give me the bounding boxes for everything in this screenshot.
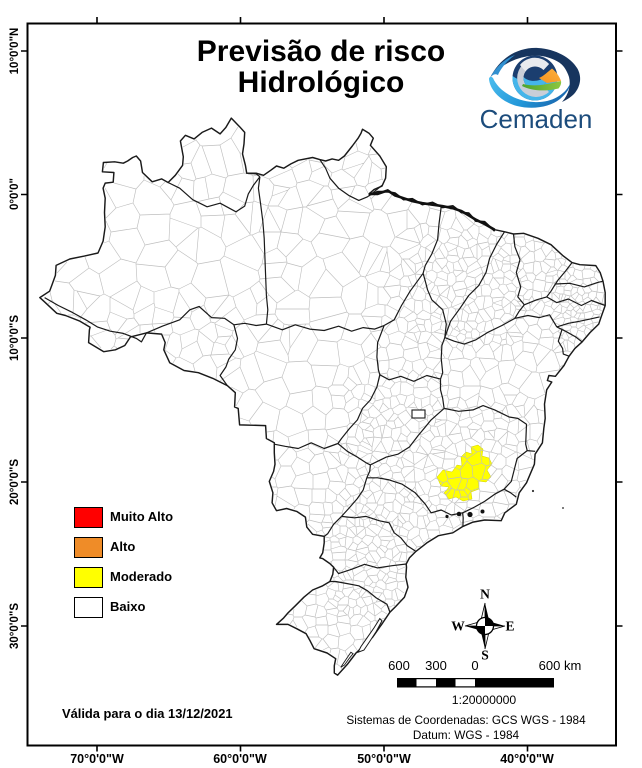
- svg-text:W: W: [451, 619, 465, 634]
- svg-text:600: 600: [388, 658, 410, 673]
- svg-text:E: E: [505, 619, 514, 634]
- svg-text:S: S: [481, 648, 489, 663]
- svg-text:300: 300: [425, 658, 447, 673]
- svg-text:600 km: 600 km: [539, 658, 582, 673]
- svg-text:0: 0: [471, 658, 478, 673]
- svg-text:N: N: [480, 587, 490, 602]
- svg-text:Cemaden: Cemaden: [480, 104, 593, 134]
